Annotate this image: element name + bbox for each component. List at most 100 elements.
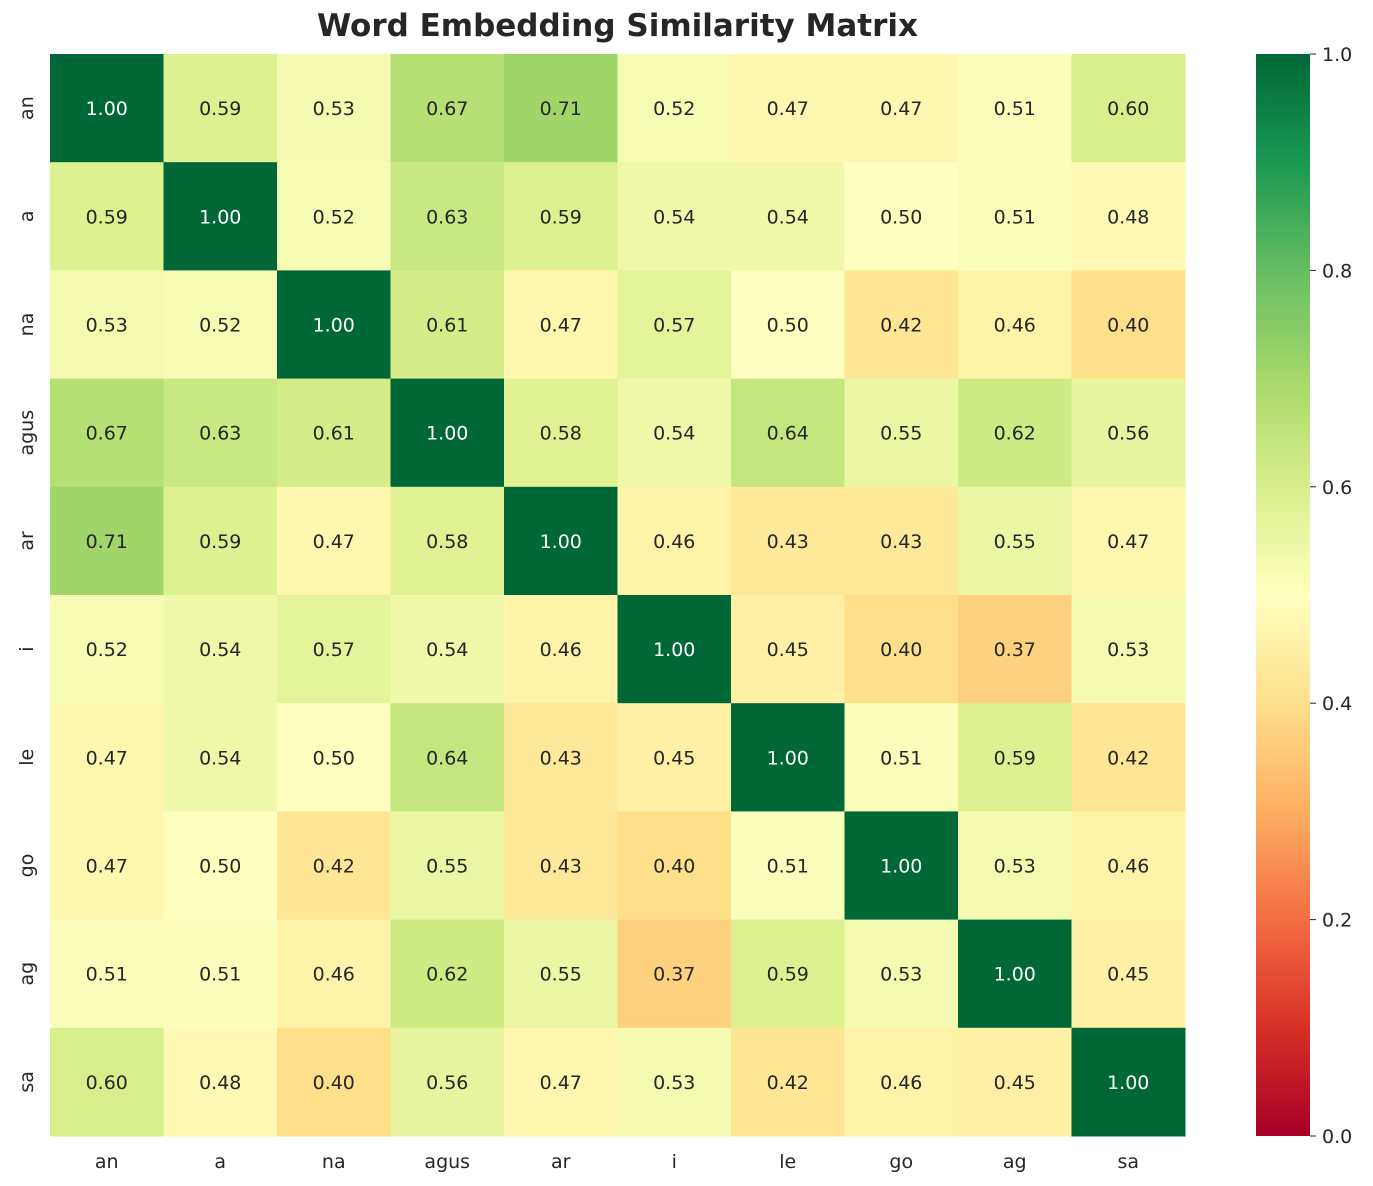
heatmap-cell-na-sa bbox=[1071, 270, 1186, 380]
heatmap-cell-ar-an bbox=[50, 486, 164, 596]
cell-value-label: 0.46 bbox=[653, 531, 695, 553]
cell-value-label: 1.00 bbox=[767, 747, 809, 769]
cell-value-label: 0.46 bbox=[880, 1072, 922, 1094]
heatmap-cell-ag-sa bbox=[1071, 919, 1186, 1029]
cell-value-label: 0.47 bbox=[86, 747, 128, 769]
cell-value-label: 0.47 bbox=[540, 1072, 582, 1094]
cell-value-label: 0.59 bbox=[994, 747, 1036, 769]
heatmap-cell-le-ag bbox=[958, 703, 1072, 812]
heatmap-cell-an-na bbox=[277, 54, 391, 163]
heatmap-cell-an-agus bbox=[390, 54, 505, 163]
column-labels: an a na agus ar i le go ag sa bbox=[95, 1151, 1139, 1173]
heatmap-cell-agus-an bbox=[50, 378, 164, 488]
colorbar: 0.0 0.2 0.4 0.6 0.8 1.0 bbox=[1256, 44, 1352, 1148]
cell-value-label: 0.47 bbox=[767, 98, 809, 120]
column-label-sa: sa bbox=[1117, 1151, 1139, 1173]
heatmap-cell-a-ar bbox=[504, 162, 618, 271]
cell-value-label: 0.54 bbox=[653, 206, 695, 228]
colorbar-tick-label: 0.8 bbox=[1322, 260, 1352, 282]
row-labels: an a na agus ar i le go ag sa bbox=[16, 96, 38, 1092]
cell-value-label: 0.40 bbox=[653, 856, 695, 878]
cell-value-label: 0.40 bbox=[313, 1072, 355, 1094]
heatmap-cell-go-an bbox=[50, 811, 164, 921]
cell-value-label: 0.53 bbox=[653, 1072, 695, 1094]
heatmap-cell-a-na bbox=[277, 162, 391, 271]
cell-value-label: 0.51 bbox=[86, 964, 128, 986]
heatmap-cell-le-i bbox=[617, 703, 732, 812]
cell-value-label: 0.52 bbox=[199, 315, 241, 337]
cell-value-label: 0.59 bbox=[199, 531, 241, 553]
heatmap-cell-ar-agus bbox=[390, 486, 505, 596]
heatmap-cell-sa-ar bbox=[504, 1027, 618, 1137]
cell-value-label: 0.55 bbox=[994, 531, 1036, 553]
row-label-le: le bbox=[16, 749, 38, 766]
heatmap-cell-ar-ar bbox=[504, 486, 618, 596]
column-label-le: le bbox=[779, 1151, 796, 1173]
cell-value-label: 0.47 bbox=[880, 98, 922, 120]
cell-value-label: 0.51 bbox=[767, 856, 809, 878]
cell-value-label: 0.63 bbox=[199, 423, 241, 445]
heatmap-cell-ar-go bbox=[844, 486, 959, 596]
heatmap-cell-le-an bbox=[50, 703, 164, 812]
cell-value-label: 0.43 bbox=[880, 531, 922, 553]
row-label-a: a bbox=[16, 210, 38, 222]
heatmap-cell-an-ar bbox=[504, 54, 618, 163]
cell-value-label: 0.71 bbox=[86, 531, 128, 553]
heatmap-cell-na-ag bbox=[958, 270, 1072, 380]
heatmap-cell-na-ar bbox=[504, 270, 618, 380]
cell-value-label: 0.67 bbox=[86, 423, 128, 445]
heatmap-cells bbox=[50, 54, 1186, 1137]
heatmap-cell-agus-sa bbox=[1071, 378, 1186, 488]
cell-value-label: 0.47 bbox=[540, 315, 582, 337]
cell-value-label: 0.64 bbox=[426, 747, 468, 769]
column-label-go: go bbox=[889, 1151, 913, 1173]
cell-value-label: 0.52 bbox=[313, 206, 355, 228]
row-label-sa: sa bbox=[16, 1071, 38, 1093]
cell-value-label: 0.50 bbox=[313, 747, 355, 769]
colorbar-tick-label: 0.6 bbox=[1322, 477, 1352, 499]
cell-value-label: 0.47 bbox=[313, 531, 355, 553]
cell-value-label: 0.51 bbox=[199, 964, 241, 986]
heatmap-cell-i-agus bbox=[390, 595, 505, 704]
heatmap-cell-ar-na bbox=[277, 486, 391, 596]
heatmap-cell-sa-sa bbox=[1071, 1027, 1186, 1137]
heatmap-cell-go-agus bbox=[390, 811, 505, 921]
heatmap-cell-a-agus bbox=[390, 162, 505, 271]
heatmap-cell-agus-agus bbox=[390, 378, 505, 488]
heatmap-cell-ag-a bbox=[163, 919, 278, 1029]
heatmap-cell-ag-go bbox=[844, 919, 959, 1029]
cell-value-label: 0.47 bbox=[86, 856, 128, 878]
row-label-ag: ag bbox=[16, 962, 38, 986]
heatmap-cell-na-agus bbox=[390, 270, 505, 380]
cell-value-label: 0.51 bbox=[994, 98, 1036, 120]
cell-value-label: 1.00 bbox=[994, 964, 1036, 986]
heatmap-cell-sa-agus bbox=[390, 1027, 505, 1137]
colorbar-tick-label: 0.4 bbox=[1322, 693, 1352, 715]
cell-value-label: 0.45 bbox=[653, 747, 695, 769]
cell-value-label: 0.55 bbox=[540, 964, 582, 986]
cell-value-label: 1.00 bbox=[86, 98, 128, 120]
cell-value-label: 0.40 bbox=[880, 639, 922, 661]
row-label-go: go bbox=[16, 854, 38, 878]
cell-value-label: 0.37 bbox=[653, 964, 695, 986]
colorbar-tick-label: 1.0 bbox=[1322, 44, 1352, 66]
heatmap-cell-an-go bbox=[844, 54, 959, 163]
heatmap-cell-go-a bbox=[163, 811, 278, 921]
cell-value-label: 0.58 bbox=[540, 423, 582, 445]
cell-value-label: 0.57 bbox=[653, 315, 695, 337]
cell-value-label: 0.45 bbox=[767, 639, 809, 661]
heatmap-cell-agus-le bbox=[731, 378, 845, 488]
row-label-an: an bbox=[16, 96, 38, 120]
cell-value-label: 0.42 bbox=[880, 315, 922, 337]
cell-value-label: 0.57 bbox=[313, 639, 355, 661]
column-label-ar: ar bbox=[551, 1151, 571, 1173]
column-label-ag: ag bbox=[1003, 1151, 1027, 1173]
cell-value-label: 0.59 bbox=[767, 964, 809, 986]
heatmap-cell-ag-le bbox=[731, 919, 845, 1029]
heatmap-cell-go-go bbox=[844, 811, 959, 921]
heatmap-cell-na-go bbox=[844, 270, 959, 380]
heatmap-cell-an-a bbox=[163, 54, 278, 163]
cell-value-label: 0.61 bbox=[426, 315, 468, 337]
cell-value-label: 0.48 bbox=[1107, 206, 1149, 228]
